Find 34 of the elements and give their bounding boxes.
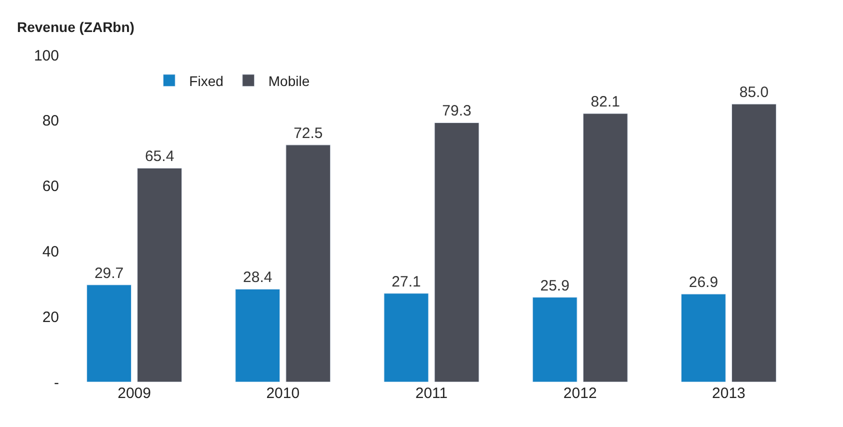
- bar: [235, 288, 280, 382]
- x-tick-label: 2009: [118, 385, 151, 402]
- y-tick-label: -: [54, 374, 59, 392]
- text: 85.0: [739, 84, 769, 102]
- x-tick-label: 2013: [712, 385, 746, 402]
- x-tick-label: 2011: [415, 385, 448, 402]
- text: 28.4: [243, 269, 272, 286]
- text: 29.7: [94, 264, 124, 282]
- text: 26.9: [688, 274, 718, 292]
- bar: [86, 284, 132, 382]
- bar: [532, 297, 578, 382]
- y-tick-label: 20: [42, 308, 59, 326]
- text: 82.1: [590, 94, 620, 111]
- bar: [286, 144, 331, 382]
- x-tick-label: 2010: [266, 385, 300, 402]
- bar: [582, 113, 628, 382]
- y-tick-label: 80: [42, 112, 59, 130]
- y-tick-label: 40: [42, 243, 59, 260]
- y-axis-title: Revenue (ZARbn): [17, 19, 134, 35]
- bar: [680, 294, 726, 382]
- bar: [434, 122, 480, 382]
- legend-label: Mobile: [268, 72, 310, 89]
- text: 79.3: [442, 102, 472, 120]
- x-tick-label: 2012: [563, 385, 597, 402]
- text: 25.9: [540, 277, 570, 294]
- text: 65.4: [144, 148, 174, 166]
- bar: [384, 293, 429, 382]
- text: 27.1: [392, 273, 421, 290]
- y-tick-label: 60: [42, 178, 59, 196]
- bar: [731, 104, 776, 382]
- y-tick-label: 100: [34, 47, 59, 64]
- text: 72.5: [294, 124, 323, 142]
- legend-label: Fixed: [189, 72, 224, 89]
- bar: [137, 168, 182, 382]
